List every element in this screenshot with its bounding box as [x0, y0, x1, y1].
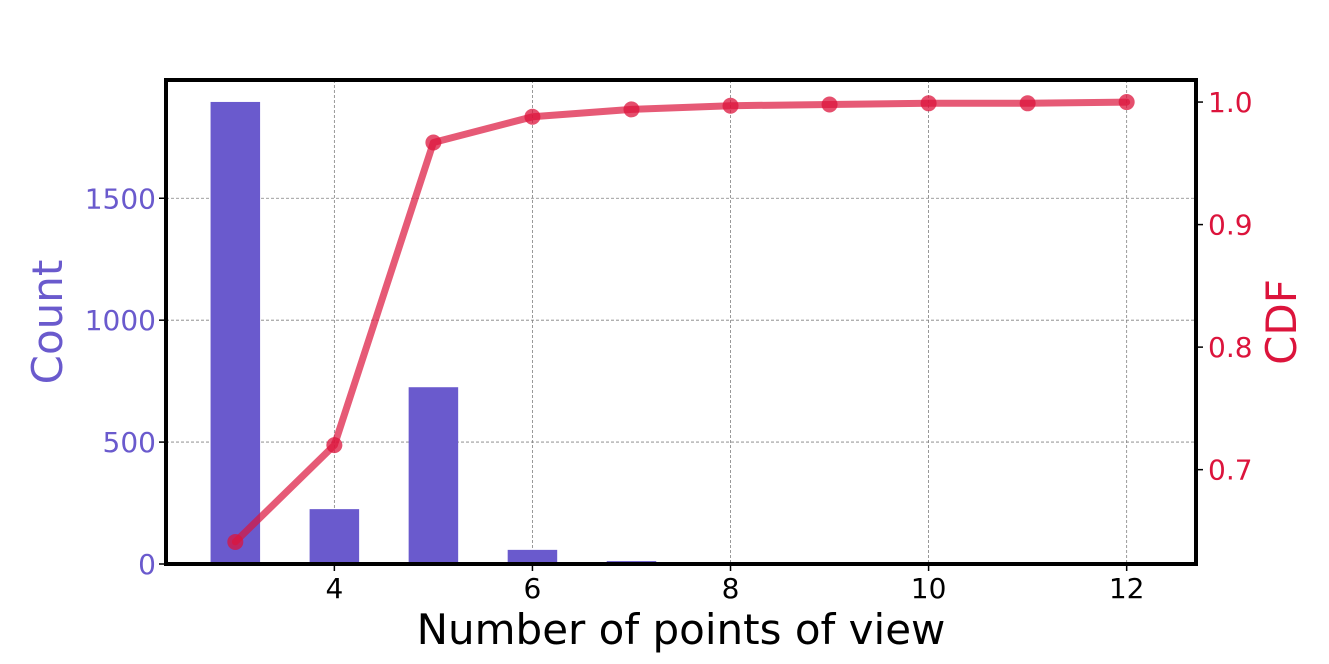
x-tick-label: 4: [325, 572, 343, 605]
cdf-point: [722, 97, 739, 114]
count-bar: [309, 509, 360, 564]
x-axis-label: Number of points of view: [417, 605, 946, 654]
count-bar: [507, 549, 558, 564]
cdf-point: [821, 96, 838, 113]
y-right-tick-label: 0.7: [1208, 454, 1253, 487]
x-tick-label: 10: [911, 572, 947, 605]
cdf-point: [227, 533, 244, 550]
cdf-point: [1118, 94, 1135, 111]
y-right-tick-label: 1.0: [1208, 86, 1253, 119]
y-axis-right-label: CDF: [1257, 279, 1306, 365]
cdf-line: [231, 98, 1131, 546]
y-left-tick-label: 0: [138, 548, 156, 581]
x-tick-label: 6: [524, 572, 542, 605]
cdf-point: [425, 134, 442, 151]
cdf-line-path: [231, 98, 1131, 546]
x-tick-label: 8: [722, 572, 740, 605]
y-left-tick-label: 1000: [85, 304, 156, 337]
grid-lines: [166, 80, 1196, 565]
axis-ticks: 4 6 8 10 12 0 500 1000 1500 0.7 0.8 0.9 1.0: [85, 86, 1253, 605]
y-right-tick-label: 0.8: [1208, 331, 1253, 364]
count-bars: [210, 101, 657, 565]
cdf-point: [920, 95, 937, 112]
y-left-tick-label: 1500: [85, 182, 156, 215]
cdf-points: [227, 94, 1135, 550]
y-right-tick-label: 0.9: [1208, 209, 1253, 242]
y-axis-left-label: Count: [23, 260, 72, 385]
y-left-tick-label: 500: [103, 426, 156, 459]
count-bar: [408, 387, 459, 564]
cdf-point: [326, 437, 343, 454]
count-bar: [210, 101, 261, 565]
x-tick-label: 12: [1109, 572, 1145, 605]
cdf-point: [1019, 95, 1036, 112]
cdf-point: [524, 108, 541, 125]
cdf-point: [623, 101, 640, 118]
plot-frame: [164, 78, 1198, 566]
